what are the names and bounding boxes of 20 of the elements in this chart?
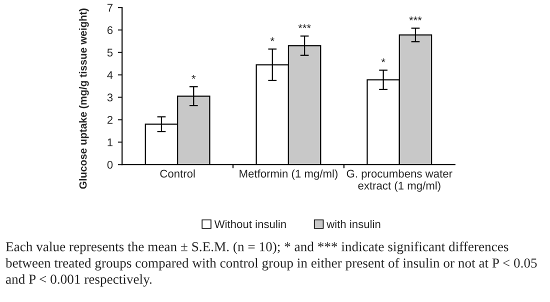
data-label: *: [192, 75, 196, 79]
y-tick-label: 7: [107, 4, 113, 12]
x-tick-label: Control: [160, 169, 195, 178]
data-label: ***: [298, 24, 311, 28]
y-tick-label: 2: [107, 116, 113, 124]
x-tick-label: Metformin (1 mg/ml): [240, 169, 338, 180]
y-tick-label: 3: [107, 94, 113, 102]
data-label: ***: [409, 16, 422, 20]
y-tick-label: 6: [107, 26, 113, 34]
y-tick-label: 4: [107, 71, 113, 79]
text: Each value represents the mean ± S.E.M. (n = 10); * and *** indicate significant differences between treated groups compared with control group in either present of insulin or not at P < 0.05 and P < 0.001 respectively.: [6, 242, 537, 287]
data-label: *: [381, 58, 386, 62]
x-tick-label: G. procumbens water extract (1 mg/ml): [346, 169, 452, 192]
y-axis-title: Glucose uptake (mg/g tissue weight): [79, 8, 89, 189]
legend-label: Without insulin: [214, 220, 286, 228]
legend-label: with insulin: [326, 220, 380, 228]
y-tick-label: 0: [107, 160, 113, 169]
y-tick-label: 1: [108, 138, 113, 146]
y-tick-label: 5: [107, 48, 113, 57]
data-label: *: [270, 37, 274, 42]
